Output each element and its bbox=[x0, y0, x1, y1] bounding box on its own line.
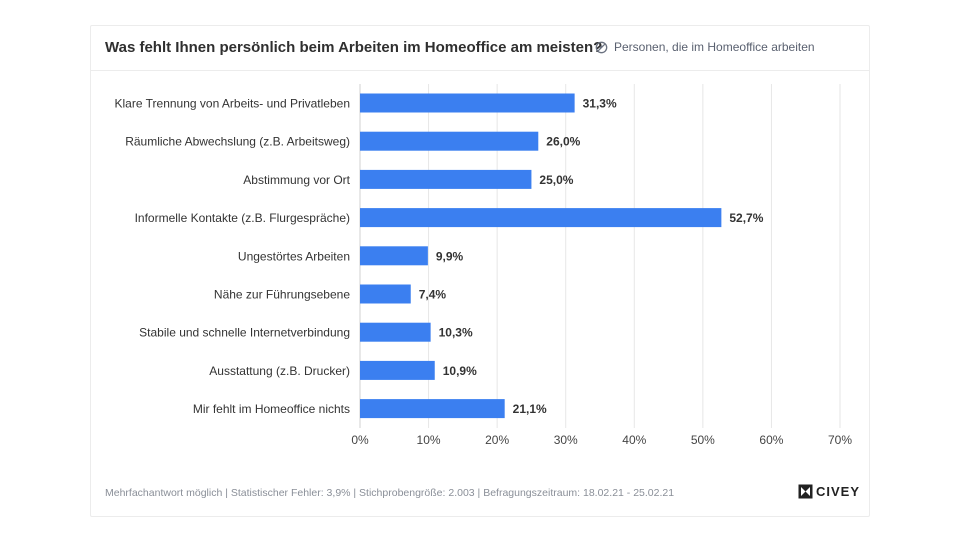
bar bbox=[360, 93, 575, 113]
x-tick-label: 70% bbox=[828, 433, 852, 447]
population-info: Personen, die im Homeoffice arbeiten bbox=[595, 40, 815, 54]
bar bbox=[360, 131, 539, 151]
x-tick-label: 20% bbox=[485, 433, 509, 447]
bar bbox=[360, 284, 411, 304]
bar bbox=[360, 399, 505, 419]
data-label: 52,7% bbox=[729, 211, 763, 225]
population-filter-icon bbox=[595, 41, 608, 54]
chart-title: Was fehlt Ihnen persönlich beim Arbeiten… bbox=[105, 39, 603, 56]
category-label: Ausstattung (z.B. Drucker) bbox=[209, 364, 350, 378]
category-label: Stabile und schnelle Internetverbindung bbox=[139, 326, 350, 340]
bar bbox=[360, 208, 722, 228]
category-label: Abstimmung vor Ort bbox=[243, 173, 350, 187]
x-tick-label: 10% bbox=[417, 433, 441, 447]
data-label: 9,9% bbox=[436, 249, 464, 263]
civey-logo-icon bbox=[798, 484, 813, 499]
data-label: 25,0% bbox=[539, 173, 573, 187]
survey-footnote: Mehrfachantwort möglich | Statistischer … bbox=[105, 487, 675, 499]
x-tick-label: 40% bbox=[622, 433, 646, 447]
category-label: Nähe zur Führungsebene bbox=[214, 288, 350, 302]
chart-subtitle: Personen, die im Homeoffice arbeiten bbox=[614, 40, 815, 54]
category-label: Räumliche Abwechslung (z.B. Arbeitsweg) bbox=[125, 135, 350, 149]
category-label: Mir fehlt im Homeoffice nichts bbox=[193, 402, 350, 416]
chart-header: Was fehlt Ihnen persönlich beim Arbeiten… bbox=[91, 26, 869, 71]
chart-card: Was fehlt Ihnen persönlich beim Arbeiten… bbox=[90, 25, 870, 517]
civey-logo-text: CIVEY bbox=[816, 484, 861, 499]
data-label: 10,3% bbox=[439, 326, 473, 340]
data-label: 31,3% bbox=[583, 97, 617, 111]
category-label: Informelle Kontakte (z.B. Flurgespräche) bbox=[135, 211, 350, 225]
x-tick-label: 30% bbox=[554, 433, 578, 447]
x-tick-label: 60% bbox=[759, 433, 783, 447]
bar bbox=[360, 246, 428, 266]
x-tick-label: 0% bbox=[351, 433, 369, 447]
data-label: 21,1% bbox=[513, 402, 547, 416]
category-label: Ungestörtes Arbeiten bbox=[238, 249, 350, 263]
bar bbox=[360, 360, 435, 380]
bar bbox=[360, 169, 532, 189]
bar bbox=[360, 322, 431, 342]
data-label: 26,0% bbox=[546, 135, 580, 149]
data-label: 10,9% bbox=[443, 364, 477, 378]
bar-chart: 0% 10% 20% 30% 40% 50% 60% 70% Klare Trennung vo… bbox=[115, 84, 852, 447]
civey-logo: CIVEY bbox=[798, 484, 860, 499]
data-label: 7,4% bbox=[419, 288, 447, 302]
category-label: Klare Trennung von Arbeits- und Privatle… bbox=[115, 97, 350, 111]
x-tick-label: 50% bbox=[691, 433, 715, 447]
